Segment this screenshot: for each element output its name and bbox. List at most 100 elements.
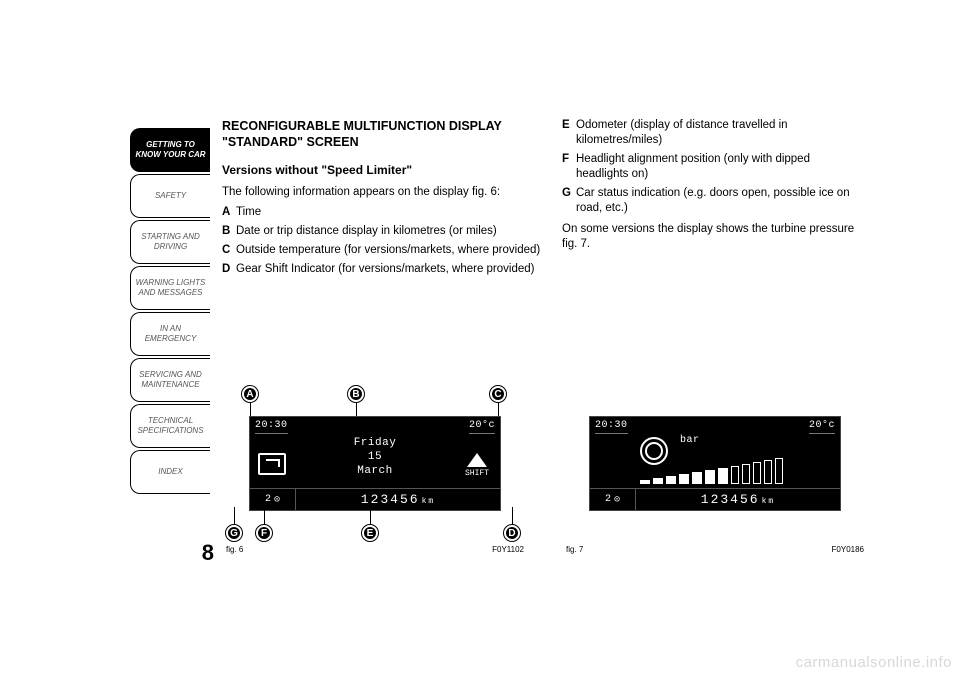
pressure-bar <box>640 480 650 484</box>
left-column: RECONFIGURABLE MULTIFUNCTION DISPLAY "ST… <box>222 118 558 281</box>
page: GETTING TO KNOW YOUR CAR SAFETY STARTING… <box>0 0 960 679</box>
item-text: Odometer (display of distance travelled … <box>576 118 864 148</box>
tab-safety[interactable]: SAFETY <box>130 174 210 218</box>
bar-label: bar <box>680 435 700 446</box>
pressure-bar <box>764 460 772 484</box>
callout-D: D <box>504 525 520 541</box>
odo-value: 123456 <box>701 492 760 507</box>
figure-7-outer: 20:30 20°c bar 2 ⊙ 123456km <box>562 386 868 541</box>
tab-label: IN AN EMERGENCY <box>135 324 206 343</box>
headlight-value: 2 <box>605 494 611 505</box>
item-text: Car status indication (e.g. doors open, … <box>576 186 864 216</box>
section-subheading: Versions without "Speed Limiter" <box>222 163 558 177</box>
temp-value: 20°c <box>809 420 835 434</box>
item-letter: B <box>222 224 236 239</box>
item-letter: A <box>222 205 236 220</box>
right-column: EOdometer (display of distance travelled… <box>562 118 864 258</box>
tab-label: GETTING TO KNOW YOUR CAR <box>135 140 206 159</box>
callout-G: G <box>226 525 242 541</box>
odo-unit: km <box>762 497 776 506</box>
temp-value: 20°c <box>469 420 495 434</box>
callout-A: A <box>242 386 258 402</box>
leader-line <box>370 507 371 525</box>
figure-6-outer: A B C 20:30 20°c Friday 15 March SHIFT <box>222 386 528 541</box>
odometer: 123456km <box>296 492 500 507</box>
tab-label: STARTING AND DRIVING <box>135 232 206 251</box>
item-text: Time <box>236 205 558 220</box>
figure-6: A B C 20:30 20°c Friday 15 March SHIFT <box>222 386 528 554</box>
time-value: 20:30 <box>595 420 628 434</box>
figure-7: 20:30 20°c bar 2 ⊙ 123456km fig. 7 F <box>562 386 868 554</box>
pressure-bar <box>666 476 676 484</box>
item-text: Headlight alignment position (only with … <box>576 152 864 182</box>
tab-starting[interactable]: STARTING AND DRIVING <box>130 220 210 264</box>
day-text: Friday <box>250 437 500 449</box>
tail-text: On some versions the display shows the t… <box>562 222 864 252</box>
display-fig7: 20:30 20°c bar 2 ⊙ 123456km <box>589 416 841 511</box>
tab-label: SAFETY <box>155 191 186 201</box>
callout-B: B <box>348 386 364 402</box>
tab-servicing[interactable]: SERVICING AND MAINTENANCE <box>130 358 210 402</box>
odo-unit: km <box>422 497 436 506</box>
pressure-bar <box>653 478 663 484</box>
pressure-bar <box>705 470 715 484</box>
tab-technical[interactable]: TECHNICAL SPECIFICATIONS <box>130 404 210 448</box>
shift-label: SHIFT <box>465 469 489 478</box>
item-letter: D <box>222 262 236 277</box>
pressure-bargraph <box>640 458 783 484</box>
list-item: DGear Shift Indicator (for versions/mark… <box>222 262 558 277</box>
pressure-bar <box>692 472 702 484</box>
tab-label: WARNING LIGHTS AND MESSAGES <box>135 278 206 297</box>
watermark: carmanualsonline.info <box>796 654 952 671</box>
caption-right: F0Y1102 <box>492 545 524 554</box>
bottom-row: 2 ⊙ 123456km <box>590 488 840 510</box>
item-letter: C <box>222 243 236 258</box>
callout-E: E <box>362 525 378 541</box>
odometer: 123456km <box>636 492 840 507</box>
pressure-bar <box>742 464 750 484</box>
headlight-level: 2 ⊙ <box>590 489 636 510</box>
list-item: BDate or trip distance display in kilome… <box>222 224 558 239</box>
tab-label: SERVICING AND MAINTENANCE <box>135 370 206 389</box>
section-heading: RECONFIGURABLE MULTIFUNCTION DISPLAY "ST… <box>222 118 558 151</box>
list-item: FHeadlight alignment position (only with… <box>562 152 864 182</box>
headlight-value: 2 <box>265 494 271 505</box>
item-text: Date or trip distance display in kilomet… <box>236 224 558 239</box>
leader-line <box>234 507 235 525</box>
fig6-caption: fig. 6 F0Y1102 <box>222 545 528 554</box>
list-item: COutside temperature (for versions/marke… <box>222 243 558 258</box>
pressure-bar <box>753 462 761 484</box>
caption-right: F0Y0186 <box>832 545 864 554</box>
leader-line <box>264 507 265 525</box>
headlight-level: 2 ⊙ <box>250 489 296 510</box>
bottom-row: 2 ⊙ 123456km <box>250 488 500 510</box>
tab-index[interactable]: INDEX <box>130 450 210 494</box>
display-fig6: 20:30 20°c Friday 15 March SHIFT 2 ⊙ 1 <box>249 416 501 511</box>
item-text: Gear Shift Indicator (for versions/marke… <box>236 262 558 277</box>
intro-text: The following information appears on the… <box>222 185 558 200</box>
item-text: Outside temperature (for versions/market… <box>236 243 558 258</box>
pressure-bar <box>718 468 728 484</box>
list-item: ATime <box>222 205 558 220</box>
list-item: EOdometer (display of distance travelled… <box>562 118 864 148</box>
tab-warning[interactable]: WARNING LIGHTS AND MESSAGES <box>130 266 210 310</box>
item-letter: F <box>562 152 576 182</box>
pressure-bar <box>679 474 689 484</box>
tab-getting-to-know[interactable]: GETTING TO KNOW YOUR CAR <box>130 128 210 172</box>
caption-left: fig. 7 <box>566 545 583 554</box>
callout-F: F <box>256 525 272 541</box>
gear-shift-indicator: SHIFT <box>459 453 495 483</box>
leader-line <box>512 507 513 525</box>
item-letter: G <box>562 186 576 216</box>
sidebar: GETTING TO KNOW YOUR CAR SAFETY STARTING… <box>130 128 210 496</box>
pressure-bar <box>775 458 783 484</box>
tab-label: INDEX <box>158 467 182 477</box>
shift-up-icon <box>467 453 487 467</box>
list-item: GCar status indication (e.g. doors open,… <box>562 186 864 216</box>
headlight-icon: ⊙ <box>274 494 280 506</box>
tab-label: TECHNICAL SPECIFICATIONS <box>135 416 206 435</box>
item-letter: E <box>562 118 576 148</box>
time-value: 20:30 <box>255 420 288 434</box>
tab-emergency[interactable]: IN AN EMERGENCY <box>130 312 210 356</box>
fig7-caption: fig. 7 F0Y0186 <box>562 545 868 554</box>
